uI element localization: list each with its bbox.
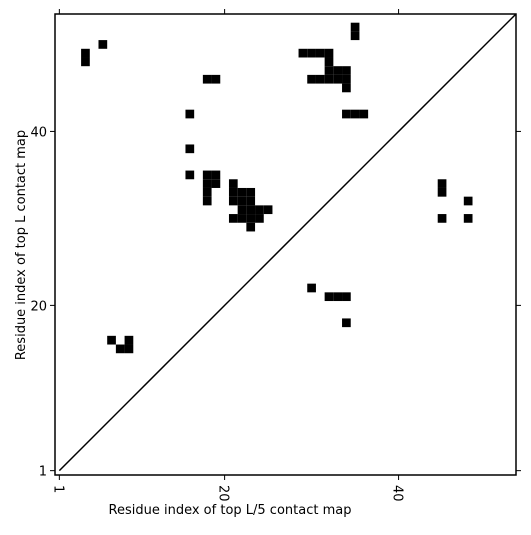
contact-cell — [342, 318, 351, 328]
contact-cell — [185, 144, 195, 154]
contact-cell — [463, 196, 473, 206]
contact-cell — [211, 170, 221, 180]
contact-cell — [350, 31, 360, 41]
contact-cell — [342, 292, 351, 302]
contact-cell — [211, 74, 221, 84]
x-axis-label: Residue index of top L/5 contact map — [109, 503, 352, 518]
contact-cell — [342, 74, 351, 84]
contact-cell — [437, 187, 447, 197]
contact-cell — [359, 109, 369, 119]
contact-cell — [211, 179, 221, 188]
x-tick-label: 1 — [50, 485, 65, 493]
contact-cell — [237, 196, 247, 206]
contact-cell — [255, 205, 264, 215]
contact-cell — [350, 22, 360, 32]
contact-cell — [81, 57, 90, 67]
contact-cell — [333, 292, 343, 302]
contact-cell — [307, 283, 316, 293]
contact-cell — [185, 170, 195, 180]
contact-cell — [342, 66, 351, 75]
contact-cell — [228, 214, 238, 223]
diagonal — [58, 13, 517, 472]
contact-cell — [324, 48, 334, 58]
contact-cell — [237, 214, 247, 223]
contact-cell — [98, 40, 108, 49]
contact-cell — [124, 335, 134, 345]
x-tick-label: 20 — [216, 485, 231, 502]
contact-cell — [342, 83, 351, 93]
contact-cell — [124, 344, 134, 354]
contact-cell — [307, 74, 316, 84]
contact-cell — [107, 335, 116, 345]
contact-cell — [246, 187, 256, 197]
contact-cell — [333, 74, 343, 84]
y-tick-label: 20 — [30, 299, 47, 314]
contact-cell — [315, 48, 325, 58]
contact-cell — [228, 179, 238, 188]
contact-cell — [246, 214, 256, 223]
contact-cell — [463, 214, 473, 223]
y-tick-label: 40 — [30, 125, 47, 140]
contact-cell — [350, 109, 360, 119]
contact-cell — [202, 179, 212, 188]
contact-cell — [202, 187, 212, 197]
contact-cell — [246, 205, 256, 215]
contact-cell — [228, 196, 238, 206]
contact-cell — [324, 292, 334, 302]
contact-cell — [255, 214, 264, 223]
y-axis-label: Residue index of top L contact map — [14, 130, 29, 360]
contact-cell — [237, 187, 247, 197]
contact-cell — [324, 57, 334, 67]
contact-cell — [202, 196, 212, 206]
plot-frame — [54, 13, 517, 476]
contact-cell — [237, 205, 247, 215]
contact-cell — [324, 74, 334, 84]
contact-cell — [228, 187, 238, 197]
contact-cell — [263, 205, 273, 215]
contact-cell — [298, 48, 308, 58]
contact-cell — [202, 74, 212, 84]
contact-cell — [202, 170, 212, 180]
y-tick-label: 1 — [39, 465, 47, 480]
contact-cell — [342, 109, 351, 119]
contact-cell — [246, 196, 256, 206]
contact-cell — [333, 66, 343, 75]
contact-cell — [81, 48, 90, 58]
contact-cell — [185, 109, 195, 119]
contact-cell — [437, 214, 447, 223]
contact-cell — [246, 222, 256, 232]
x-tick-label: 40 — [390, 485, 405, 502]
contact-cell — [324, 66, 334, 75]
contact-cell — [307, 48, 316, 58]
contact-cell — [437, 179, 447, 188]
contact-cell — [315, 74, 325, 84]
contact-cell — [115, 344, 125, 354]
